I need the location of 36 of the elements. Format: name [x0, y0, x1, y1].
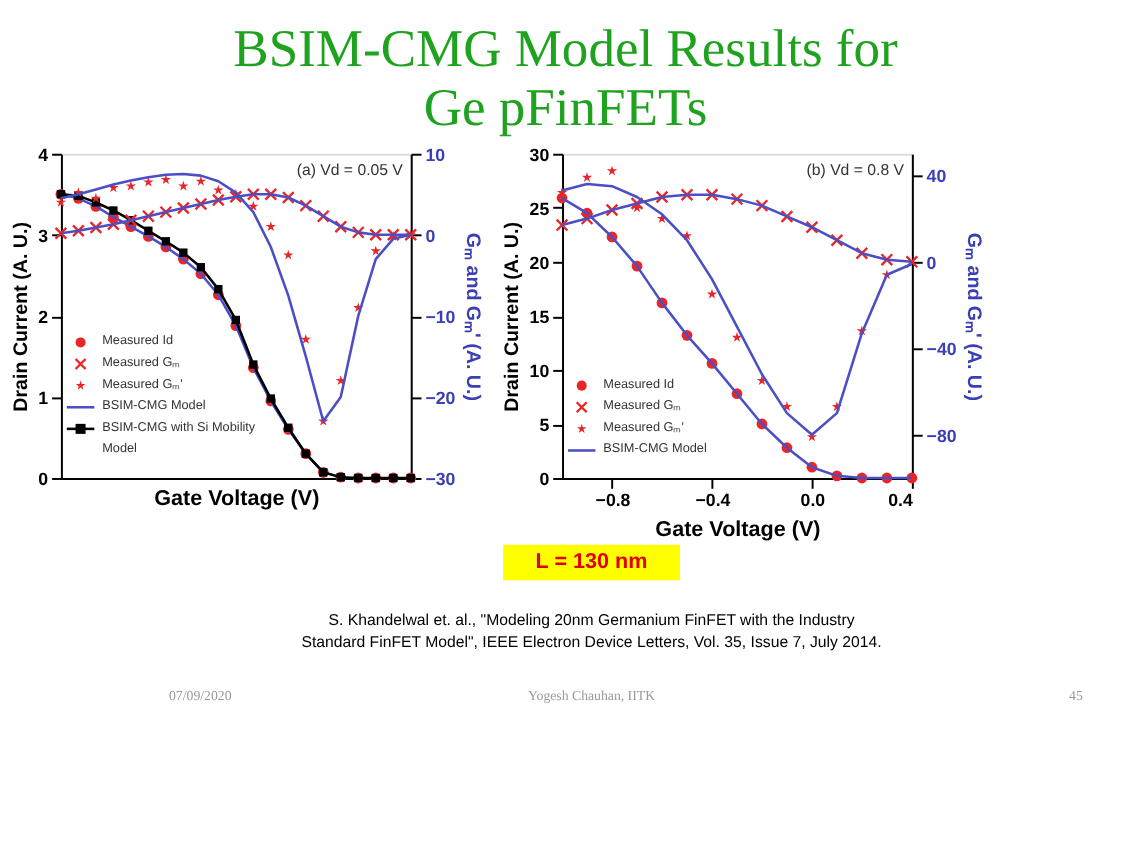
y-tick-label: 2 — [38, 306, 49, 327]
y-tick-label: 3 — [38, 225, 49, 246]
annotation: (a) Vd = 0.05 V — [296, 161, 405, 180]
x-tick-label: −0.4 — [695, 490, 731, 511]
y2-tick-label: 0 — [926, 252, 937, 273]
x-tick-label: 0.0 — [800, 490, 826, 511]
y-tick-label: 10 — [529, 360, 550, 381]
x-axis-title: Gate Voltage (V) — [154, 486, 321, 511]
y-tick-label: 15 — [529, 306, 550, 327]
y-tick-label: 0 — [38, 468, 49, 489]
x-tick-label: 0.4 — [888, 490, 914, 511]
y-tick-label: 0 — [539, 468, 550, 489]
y2-tick-label: −80 — [926, 425, 957, 446]
y-axis-title: Drain Current (A. U.) — [10, 221, 33, 412]
x-tick-label: −0.8 — [595, 490, 631, 511]
annotation: (b) Vd = 0.8 V — [806, 161, 906, 180]
text: BSIM-CMG Model Results for Ge pFinFETs — [233, 18, 899, 138]
y2-axis-title: Gₘ and Gₘ' (A. U.) — [461, 232, 484, 401]
y-tick-label: 25 — [529, 198, 550, 219]
y2-tick-label: −10 — [425, 306, 456, 327]
y2-axis-title: Gₘ and Gₘ' (A. U.) — [962, 232, 985, 401]
text: L = 130 nm — [535, 550, 648, 575]
y-tick-label: 5 — [539, 414, 550, 435]
y-axis-title: Drain Current (A. U.) — [501, 221, 524, 412]
y-tick-label: 1 — [38, 387, 49, 408]
x-axis-title: Gate Voltage (V) — [655, 517, 822, 542]
y-tick-label: 30 — [529, 144, 550, 165]
y2-tick-label: 10 — [425, 144, 446, 165]
y-tick-label: 20 — [529, 252, 550, 273]
y2-tick-label: 0 — [425, 225, 436, 246]
y2-tick-label: −30 — [425, 468, 456, 489]
y-tick-label: 4 — [38, 144, 49, 165]
y2-tick-label: 40 — [926, 166, 947, 187]
y2-tick-label: −40 — [926, 339, 957, 360]
y2-tick-label: −20 — [425, 387, 456, 408]
text: S. Khandelwal et. al., "Modeling 20nm Germanium FinFET with the Industry Standard FinFET Model", IEEE Electron Device Letters, Vol. 35, Issue 7, July 2014. — [301, 611, 882, 652]
